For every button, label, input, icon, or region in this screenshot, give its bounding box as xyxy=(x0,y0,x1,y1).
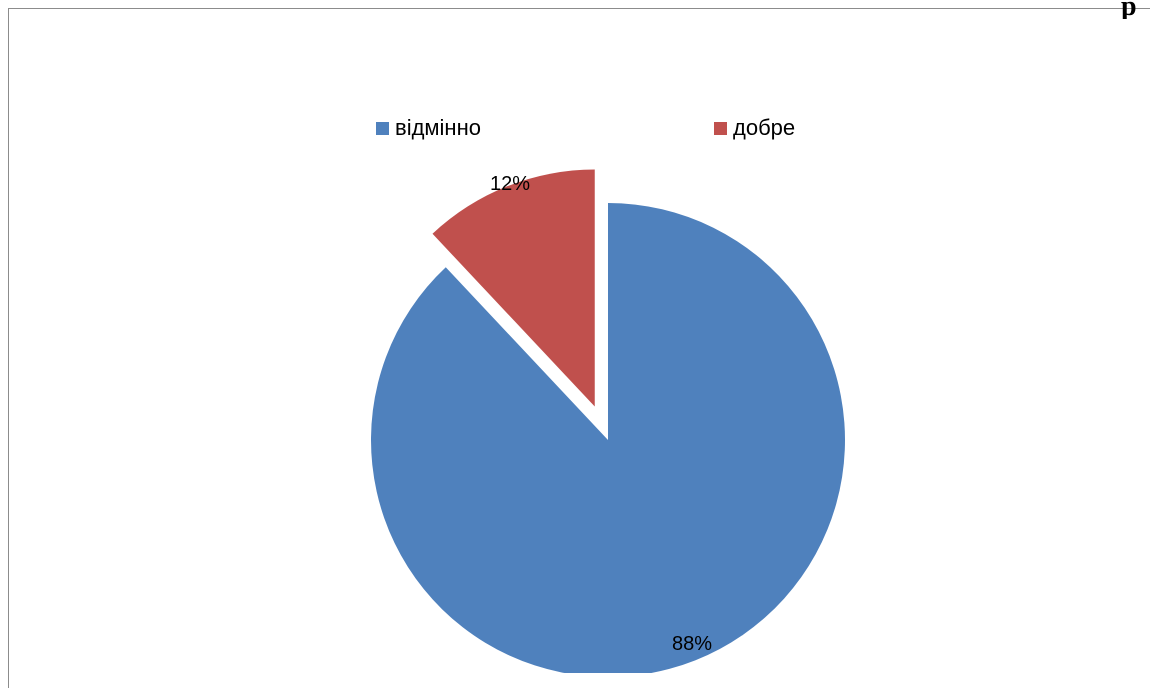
data-label-0: 88% xyxy=(672,633,712,655)
pie-slice-1 xyxy=(432,169,595,407)
pie-slice-0 xyxy=(371,203,845,673)
data-label-1: 12% xyxy=(490,173,530,195)
pie-chart: 88% 12% xyxy=(371,169,845,673)
chart-title-fragment: р xyxy=(1121,0,1137,19)
